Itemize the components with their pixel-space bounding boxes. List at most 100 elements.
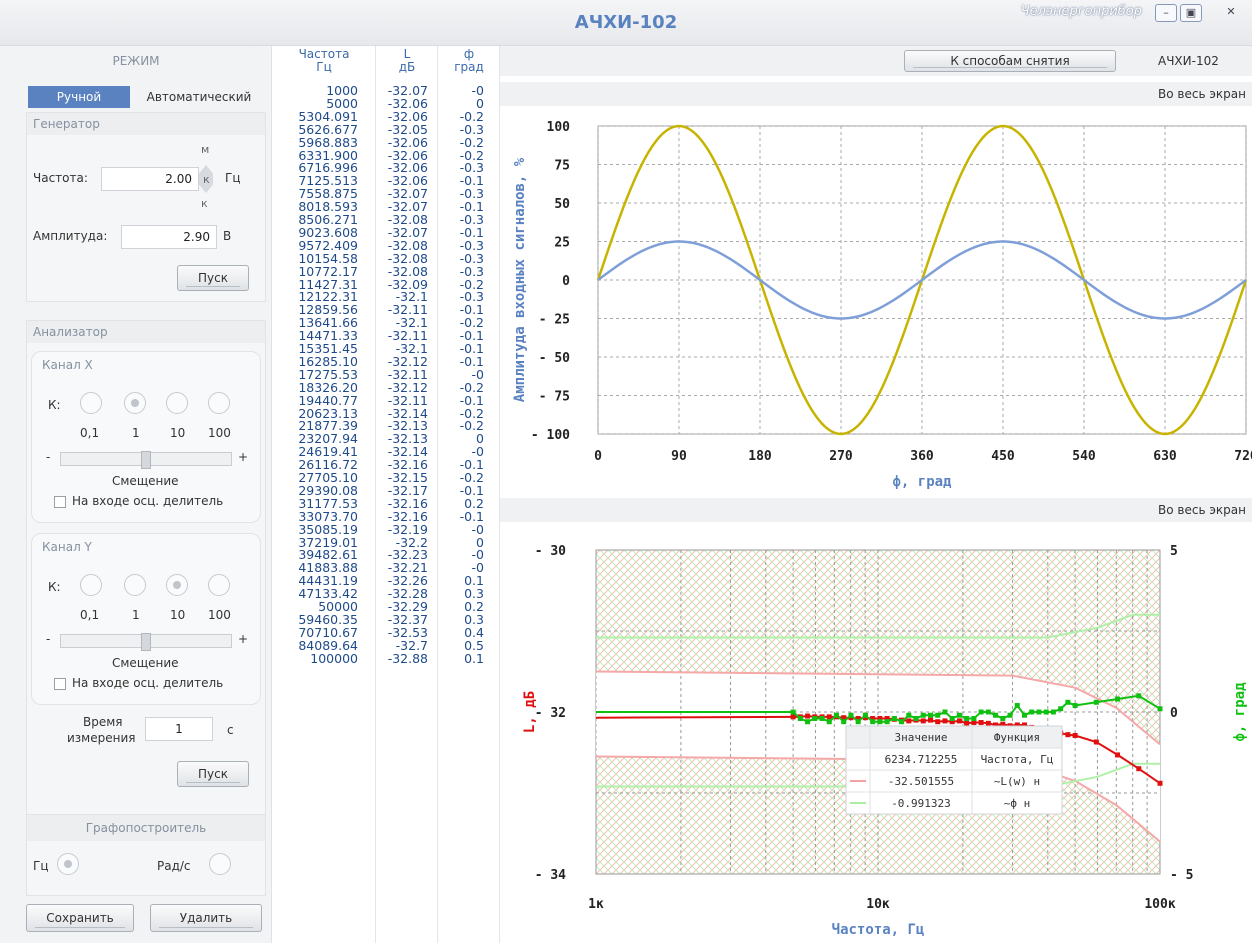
table-cell-phi[interactable]: -0.3 bbox=[459, 263, 484, 279]
table-cell-phi[interactable]: 0 bbox=[476, 95, 484, 111]
table-cell-freq[interactable]: 44431.19 bbox=[298, 573, 358, 589]
table-cell-freq[interactable]: 47133.42 bbox=[298, 586, 358, 602]
table-cell-freq[interactable]: 5304.091 bbox=[298, 108, 358, 124]
table-cell-l[interactable]: -32.13 bbox=[387, 431, 428, 447]
chy-divider-checkbox[interactable] bbox=[54, 678, 66, 690]
table-cell-phi[interactable]: -0.2 bbox=[459, 108, 484, 124]
table-cell-l[interactable]: -32.12 bbox=[387, 379, 428, 395]
table-cell-freq[interactable]: 24619.41 bbox=[298, 444, 358, 460]
table-cell-phi[interactable]: 0.5 bbox=[464, 637, 484, 653]
table-cell-l[interactable]: -32.11 bbox=[387, 328, 428, 344]
table-cell-freq[interactable]: 18326.20 bbox=[298, 379, 358, 395]
table-cell-phi[interactable]: -0.3 bbox=[459, 186, 484, 202]
table-cell-freq[interactable]: 12122.31 bbox=[298, 289, 358, 305]
table-cell-freq[interactable]: 21877.39 bbox=[298, 418, 358, 434]
chy-k-10-radio[interactable] bbox=[166, 574, 188, 596]
table-cell-freq[interactable]: 14471.33 bbox=[298, 328, 358, 344]
chx-offset-slider[interactable] bbox=[60, 451, 232, 469]
table-cell-l[interactable]: -32.17 bbox=[387, 482, 428, 498]
table-cell-freq[interactable]: 31177.53 bbox=[298, 495, 358, 511]
table-cell-phi[interactable]: -0.3 bbox=[459, 237, 484, 253]
table-cell-phi[interactable]: 0.2 bbox=[464, 599, 484, 614]
table-cell-l[interactable]: -32.07 bbox=[387, 224, 428, 240]
table-cell-l[interactable]: -32.16 bbox=[387, 457, 428, 473]
table-cell-l[interactable]: -32.06 bbox=[387, 108, 428, 124]
table-cell-freq[interactable]: 5000 bbox=[326, 95, 358, 111]
table-cell-phi[interactable]: 0 bbox=[476, 534, 484, 550]
table-cell-l[interactable]: -32.08 bbox=[387, 237, 428, 253]
table-cell-l[interactable]: -32.7 bbox=[395, 637, 428, 653]
table-cell-l[interactable]: -32.21 bbox=[387, 560, 428, 576]
table-cell-freq[interactable]: 100000 bbox=[310, 650, 358, 666]
table-cell-freq[interactable]: 39482.61 bbox=[298, 547, 358, 563]
table-cell-freq[interactable]: 7125.513 bbox=[298, 173, 358, 189]
chx-k-1-radio[interactable] bbox=[124, 392, 146, 414]
plotter-rads-radio[interactable] bbox=[209, 853, 231, 875]
table-cell-freq[interactable]: 59460.35 bbox=[298, 611, 358, 627]
table-cell-freq[interactable]: 10772.17 bbox=[298, 263, 358, 279]
plotter-hz-radio[interactable] bbox=[57, 853, 79, 875]
table-cell-phi[interactable]: 0 bbox=[476, 431, 484, 447]
table-cell-l[interactable]: -32.08 bbox=[387, 250, 428, 266]
table-cell-l[interactable]: -32.06 bbox=[387, 173, 428, 189]
save-button[interactable]: Сохранить bbox=[26, 904, 134, 932]
table-cell-freq[interactable]: 6331.900 bbox=[298, 147, 358, 163]
table-cell-phi[interactable]: 0.1 bbox=[464, 650, 484, 666]
table-cell-freq[interactable]: 19440.77 bbox=[298, 392, 358, 408]
table-cell-l[interactable]: -32.11 bbox=[387, 392, 428, 408]
table-cell-freq[interactable]: 27705.10 bbox=[298, 470, 358, 485]
table-cell-l[interactable]: -32.08 bbox=[387, 212, 428, 227]
table-cell-phi[interactable]: -0.1 bbox=[459, 353, 484, 369]
tab-manual[interactable]: Ручной bbox=[28, 86, 130, 108]
table-cell-phi[interactable]: -0.3 bbox=[459, 121, 484, 137]
table-cell-phi[interactable]: -0 bbox=[471, 560, 484, 576]
table-cell-l[interactable]: -32.14 bbox=[387, 444, 428, 460]
table-cell-freq[interactable]: 5626.677 bbox=[298, 121, 358, 137]
table-cell-l[interactable]: -32.07 bbox=[387, 186, 428, 202]
table-cell-freq[interactable]: 84089.64 bbox=[298, 637, 358, 653]
table-cell-phi[interactable]: 0.1 bbox=[464, 573, 484, 589]
table-cell-l[interactable]: -32.23 bbox=[387, 547, 428, 563]
table-cell-l[interactable]: -32.14 bbox=[387, 405, 428, 421]
table-cell-l[interactable]: -32.53 bbox=[387, 624, 428, 640]
table-cell-l[interactable]: -32.37 bbox=[387, 611, 428, 627]
chx-k-100-radio[interactable] bbox=[208, 392, 230, 414]
table-cell-freq[interactable]: 29390.08 bbox=[298, 482, 358, 498]
table-cell-phi[interactable]: -0.3 bbox=[459, 289, 484, 305]
table-cell-phi[interactable]: -0.3 bbox=[459, 250, 484, 266]
chy-k-0.1-radio[interactable] bbox=[80, 574, 102, 596]
table-cell-phi[interactable]: 0.3 bbox=[464, 611, 484, 627]
table-cell-freq[interactable]: 41883.88 bbox=[298, 560, 358, 576]
maximize-button[interactable]: ▣ bbox=[1180, 4, 1202, 22]
table-cell-freq[interactable]: 6716.996 bbox=[298, 160, 358, 176]
table-cell-freq[interactable]: 12859.56 bbox=[298, 302, 358, 318]
table-cell-l[interactable]: -32.07 bbox=[387, 199, 428, 215]
table-cell-l[interactable]: -32.05 bbox=[387, 121, 428, 137]
table-cell-phi[interactable]: -0 bbox=[471, 521, 484, 537]
table-cell-freq[interactable]: 9572.409 bbox=[298, 237, 358, 253]
table-cell-l[interactable]: -32.28 bbox=[387, 586, 428, 602]
table-cell-freq[interactable]: 37219.01 bbox=[298, 534, 358, 550]
table-cell-freq[interactable]: 1000 bbox=[326, 83, 358, 98]
table-cell-freq[interactable]: 8018.593 bbox=[298, 199, 358, 215]
table-cell-l[interactable]: -32.15 bbox=[387, 470, 428, 485]
table-cell-phi[interactable]: -0.1 bbox=[459, 482, 484, 498]
table-cell-freq[interactable]: 26116.72 bbox=[298, 457, 358, 473]
back-to-methods-button[interactable]: К способам снятия bbox=[904, 50, 1116, 72]
table-cell-phi[interactable]: -0.1 bbox=[459, 457, 484, 473]
table-cell-freq[interactable]: 15351.45 bbox=[298, 341, 358, 356]
table-cell-l[interactable]: -32.2 bbox=[395, 534, 428, 550]
table-cell-phi[interactable]: -0.1 bbox=[459, 508, 484, 524]
table-cell-freq[interactable]: 70710.67 bbox=[298, 624, 358, 640]
table-cell-l[interactable]: -32.12 bbox=[387, 353, 428, 369]
chy-offset-thumb[interactable] bbox=[141, 633, 151, 651]
chx-k-0.1-radio[interactable] bbox=[80, 392, 102, 414]
table-cell-phi[interactable]: -0.2 bbox=[459, 147, 484, 163]
table-cell-l[interactable]: -32.1 bbox=[395, 341, 428, 356]
delete-button[interactable]: Удалить bbox=[150, 904, 262, 932]
table-cell-freq[interactable]: 11427.31 bbox=[298, 276, 358, 292]
chx-k-10-radio[interactable] bbox=[166, 392, 188, 414]
table-cell-l[interactable]: -32.06 bbox=[387, 95, 428, 111]
table-cell-freq[interactable]: 35085.19 bbox=[298, 521, 358, 537]
frequency-spinner[interactable] bbox=[199, 165, 213, 193]
